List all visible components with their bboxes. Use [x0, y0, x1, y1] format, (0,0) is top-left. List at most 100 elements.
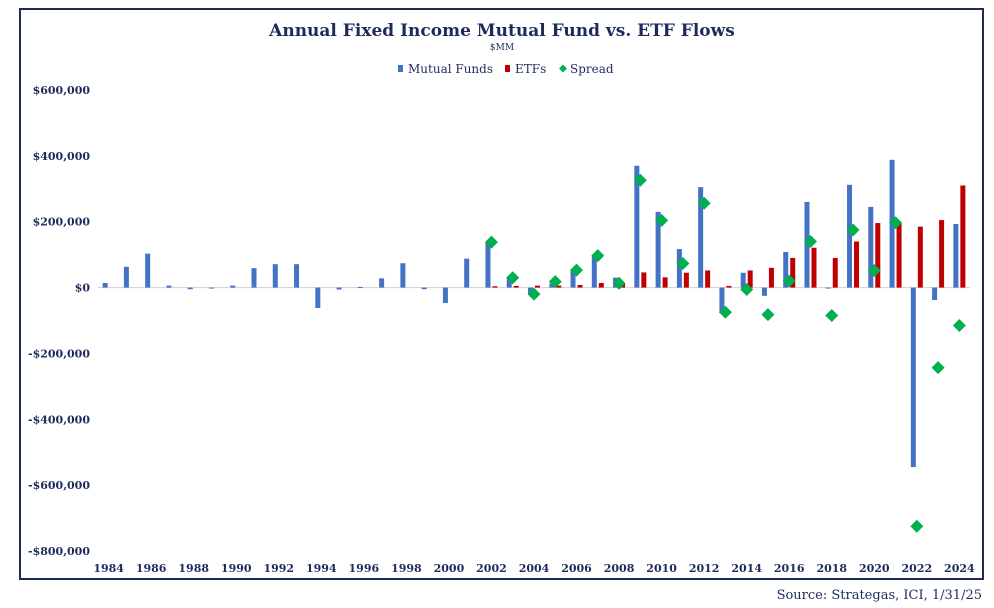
etf-bar — [513, 285, 519, 288]
spread-marker — [676, 257, 690, 271]
x-axis: 1984 1986 1988 1990 1992 1994 1996 1998 2000 2002… — [93, 562, 975, 575]
mutual-fund-bar — [166, 285, 172, 288]
mutual-fund-bar — [187, 287, 193, 290]
mutual-fund-bar — [549, 283, 555, 288]
etf-bar — [662, 277, 668, 288]
spread-marker — [910, 519, 924, 533]
y-tick-label: $200,000 — [33, 216, 91, 229]
etf-bar — [875, 223, 881, 288]
mutual-fund-bar — [528, 287, 533, 295]
mutual-fund-bar — [145, 253, 151, 288]
mutual-fund-bar — [442, 287, 448, 304]
spread-marker — [506, 271, 520, 285]
spread-marker — [889, 216, 903, 230]
chart-legend: Mutual Funds ETFs Spread — [398, 62, 614, 76]
etf-bar — [641, 272, 647, 288]
mutual-fund-bar — [932, 287, 938, 301]
mutual-fund-bar — [825, 287, 831, 289]
mutual-fund-bar — [123, 266, 129, 288]
spread-marker — [697, 196, 711, 210]
legend-swatch — [559, 64, 567, 73]
x-tick-label: 1996 — [349, 562, 380, 575]
spread-marker — [612, 276, 626, 290]
x-tick-label: 1986 — [136, 562, 167, 575]
mutual-fund-bar — [400, 263, 406, 288]
x-tick-label: 2014 — [731, 562, 762, 575]
x-tick-label: 2022 — [902, 562, 933, 575]
spread-marker — [931, 361, 945, 375]
y-tick-label: -$600,000 — [28, 479, 90, 492]
etf-bar — [939, 220, 945, 288]
x-tick-label: 2006 — [561, 562, 592, 575]
x-tick-label: 2020 — [859, 562, 890, 575]
bars-layer — [102, 159, 966, 468]
y-tick-label: -$800,000 — [28, 545, 90, 558]
mutual-fund-bar — [357, 286, 363, 288]
etf-bar — [705, 270, 711, 288]
legend-item: ETFs — [505, 62, 546, 76]
x-tick-label: 1988 — [178, 562, 209, 575]
mutual-fund-bar — [506, 276, 512, 288]
etf-bar — [790, 257, 796, 288]
mutual-fund-bar — [953, 224, 959, 288]
etf-bar — [535, 285, 540, 288]
spread-marker — [527, 287, 541, 301]
mutual-fund-bar — [315, 287, 321, 308]
etf-bar — [747, 270, 753, 288]
spread-marker — [952, 318, 966, 332]
mutual-fund-bar — [719, 287, 725, 313]
chart-frame — [19, 8, 984, 580]
etf-bar — [960, 185, 966, 288]
legend-label: Spread — [570, 62, 614, 76]
x-tick-label: 2002 — [476, 562, 507, 575]
spread-marker — [825, 309, 839, 323]
legend-label: ETFs — [515, 62, 546, 76]
spread-marker — [782, 274, 796, 288]
y-tick-label: $0 — [75, 282, 91, 295]
x-tick-label: 1990 — [221, 562, 252, 575]
source-note: Source: Strategas, ICI, 1/31/25 — [776, 588, 982, 603]
x-tick-label: 2018 — [816, 562, 847, 575]
spread-marker — [633, 173, 647, 187]
x-tick-label: 2010 — [646, 562, 677, 575]
mutual-fund-bar — [272, 264, 278, 288]
mutual-fund-bar — [102, 282, 108, 288]
x-tick-label: 2008 — [604, 562, 635, 575]
mutual-fund-bar — [336, 287, 342, 290]
x-tick-label: 2004 — [519, 562, 550, 575]
etf-bar — [726, 285, 732, 288]
x-tick-label: 2024 — [944, 562, 975, 575]
mutual-fund-bar — [230, 285, 236, 288]
mutual-fund-bar — [379, 278, 385, 288]
mutual-fund-bar — [698, 187, 704, 288]
mutual-fund-bar — [634, 165, 640, 288]
mutual-fund-bar — [847, 184, 853, 288]
mutual-fund-bar — [804, 201, 810, 288]
etf-bar — [768, 267, 774, 288]
etf-bar — [896, 223, 902, 288]
legend-swatch — [398, 65, 403, 72]
mutual-fund-bar — [208, 287, 214, 289]
spread-marker — [846, 223, 860, 237]
spread-marker — [867, 263, 881, 277]
x-tick-label: 2016 — [774, 562, 805, 575]
x-tick-label: 1992 — [263, 562, 294, 575]
mutual-fund-bar — [485, 241, 491, 288]
mutual-fund-bar — [294, 264, 300, 288]
mutual-fund-bar — [761, 287, 767, 296]
etf-bar — [492, 286, 498, 288]
spread-marker — [591, 249, 605, 263]
y-tick-label: $600,000 — [33, 84, 91, 97]
x-tick-label: 2000 — [434, 562, 465, 575]
mutual-fund-bar — [655, 211, 661, 288]
spread-marker — [718, 305, 732, 319]
etf-bar — [811, 247, 817, 288]
legend-label: Mutual Funds — [408, 62, 493, 76]
spread-marker — [484, 235, 498, 249]
x-tick-label: 1984 — [93, 562, 124, 575]
etf-bar — [832, 257, 838, 288]
spread-marker — [548, 275, 562, 289]
chart-title: Annual Fixed Income Mutual Fund vs. ETF … — [268, 21, 735, 41]
mutual-fund-bar — [868, 206, 874, 288]
